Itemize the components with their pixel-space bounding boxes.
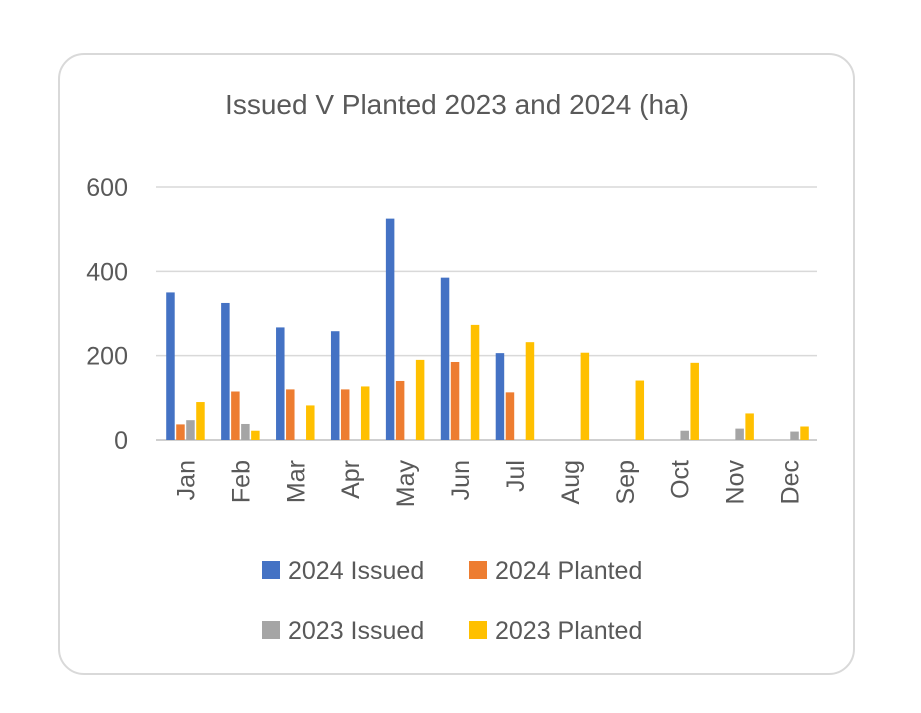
bar — [251, 430, 260, 440]
bar — [450, 361, 460, 440]
bar — [745, 413, 754, 440]
x-tick-label: Dec — [777, 460, 805, 504]
legend-label: 2024 Planted — [495, 557, 642, 585]
legend-label: 2023 Planted — [495, 617, 642, 645]
bar — [505, 392, 515, 440]
bar — [470, 324, 480, 440]
y-tick-label: 600 — [86, 174, 128, 202]
bar — [580, 352, 590, 440]
legend: 2024 Issued 2024 Planted 2023 Issued 2023 P… — [262, 557, 642, 645]
y-axis: 0 200 400 600 — [86, 174, 128, 455]
y-tick-label: 400 — [86, 258, 128, 286]
x-axis: Jan Feb Mar Apr May Jun Jul Aug Sep Oct Nov Dec — [172, 460, 804, 508]
bar — [166, 292, 175, 440]
x-tick-label: Mar — [282, 460, 310, 503]
bar — [231, 391, 240, 440]
y-tick-label: 0 — [114, 427, 128, 455]
x-tick-label: Jul — [502, 460, 530, 492]
bars — [166, 218, 809, 440]
x-tick-label: May — [392, 460, 420, 508]
bar — [176, 424, 185, 440]
bar — [385, 218, 395, 440]
bar — [276, 327, 285, 440]
legend-swatch — [262, 561, 280, 579]
legend-swatch — [469, 621, 487, 639]
bar — [360, 386, 370, 440]
gridlines — [156, 186, 817, 441]
bar — [196, 402, 205, 440]
legend-swatch — [262, 621, 280, 639]
bar — [680, 430, 689, 440]
y-tick-label: 200 — [86, 343, 128, 371]
x-tick-label: Jan — [172, 460, 200, 500]
bar — [495, 353, 505, 440]
bar — [395, 380, 405, 440]
bar — [525, 342, 535, 440]
x-tick-label: Nov — [722, 460, 750, 505]
legend-label: 2023 Issued — [288, 617, 424, 645]
bar — [690, 362, 699, 440]
bar — [286, 389, 295, 440]
legend-swatch — [469, 561, 487, 579]
legend-label: 2024 Issued — [288, 557, 424, 585]
bar — [241, 423, 250, 440]
bar — [440, 277, 450, 440]
x-tick-label: Sep — [612, 460, 640, 504]
bar — [330, 331, 340, 440]
bar — [635, 380, 645, 440]
bar — [306, 405, 315, 440]
x-tick-label: Oct — [667, 460, 695, 499]
x-tick-label: Aug — [557, 460, 585, 504]
chart-title: Issued V Planted 2023 and 2024 (ha) — [225, 89, 689, 120]
bar — [735, 428, 744, 440]
x-tick-label: Apr — [337, 460, 365, 499]
x-tick-label: Feb — [227, 460, 255, 503]
bar — [186, 420, 195, 440]
x-tick-label: Jun — [447, 460, 475, 500]
bar — [790, 431, 799, 440]
bar — [800, 426, 809, 440]
bar — [340, 389, 350, 440]
bar — [221, 302, 230, 440]
bar — [415, 359, 425, 440]
